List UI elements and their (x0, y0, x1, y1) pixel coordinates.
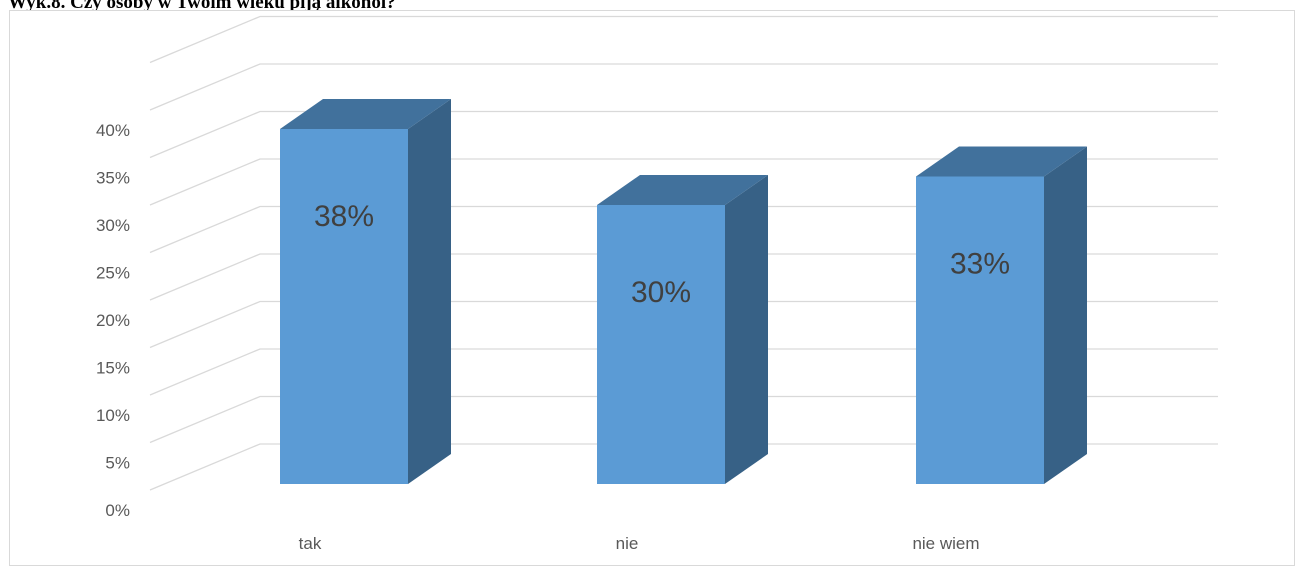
category-label: nie (616, 534, 639, 553)
gridline (149, 110, 1218, 159)
y-tick-label: 40% (96, 121, 130, 140)
gridline (149, 63, 1218, 111)
gridlines (149, 15, 1218, 491)
bar (916, 176, 1044, 484)
bar (597, 205, 725, 484)
x-axis-categories: tak nie nie wiem (299, 534, 980, 553)
data-label: 38% (314, 200, 374, 233)
gridline (149, 205, 1218, 254)
gridline (149, 443, 1218, 491)
category-label: nie wiem (912, 534, 979, 553)
bars: 38% 30% 33% (280, 99, 1087, 484)
y-tick-label: 25% (96, 264, 130, 283)
bar (280, 129, 408, 484)
bar-side (1044, 146, 1087, 484)
gridline (149, 158, 1218, 206)
y-tick-label: 30% (96, 216, 130, 235)
bar-side (408, 99, 451, 484)
category-label: tak (299, 534, 322, 553)
gridline (149, 395, 1218, 444)
y-tick-label: 0% (105, 501, 130, 520)
y-tick-label: 15% (96, 359, 130, 378)
y-tick-label: 35% (96, 169, 130, 188)
data-label: 33% (950, 248, 1010, 281)
y-tick-label: 5% (105, 454, 130, 473)
bar-top (597, 175, 768, 205)
gridline (149, 15, 1218, 64)
gridline (149, 348, 1218, 396)
data-label: 30% (631, 276, 691, 309)
y-axis-ticks: 0% 5% 10% 15% 20% 25% 30% 35% 40% (96, 121, 130, 520)
bar-side (725, 175, 768, 484)
chart-title: Wyk.8. Czy osoby w Twoim wieku piją alko… (8, 0, 396, 13)
gridline (149, 300, 1218, 349)
bar-top (916, 146, 1087, 177)
y-tick-label: 10% (96, 406, 130, 425)
y-tick-label: 20% (96, 311, 130, 330)
gridline (149, 253, 1218, 301)
bar-top (280, 99, 451, 129)
